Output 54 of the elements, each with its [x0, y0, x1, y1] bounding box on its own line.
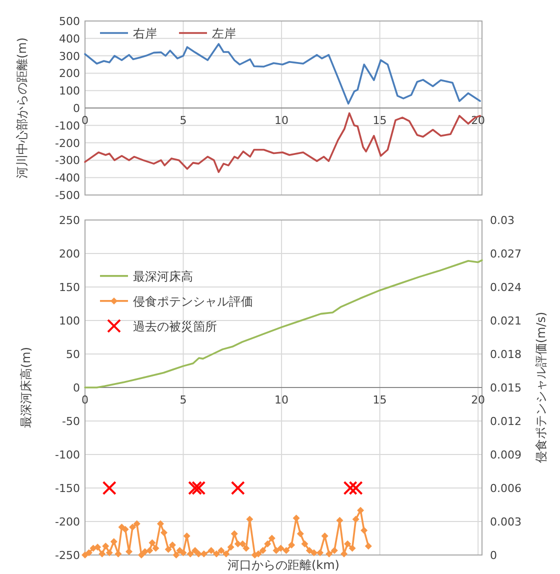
x-tick-label: 20 [471, 394, 486, 406]
y-tick-label: 100 [59, 314, 80, 328]
y2-tick-label: 0.018 [490, 348, 522, 361]
x-tick-label: 0 [82, 114, 88, 127]
y-tick-label: 0 [73, 102, 80, 115]
y-tick-label: -250 [55, 549, 80, 562]
y2-tick-label: 0.003 [490, 516, 522, 528]
legend-label: 右岸 [133, 26, 157, 40]
y-tick-label: -200 [55, 516, 80, 528]
y-tick-label: 150 [59, 281, 80, 294]
x-tick-label: 0 [82, 394, 88, 406]
y2-tick-label: 0.009 [490, 448, 522, 462]
y-tick-label: 200 [59, 248, 80, 260]
y2-tick-label: 0.024 [490, 281, 522, 294]
x-tick-label: 10 [274, 114, 289, 127]
y-tick-label: 400 [59, 32, 80, 46]
y-tick-label: -300 [55, 154, 80, 168]
y-tick-label: -150 [55, 482, 80, 495]
y2-tick-label: 0.03 [490, 214, 514, 227]
x-tick-label: 10 [274, 394, 289, 406]
y2-tick-label: 0 [490, 549, 497, 562]
y-tick-label: 500 [59, 15, 80, 28]
line-series [84, 259, 483, 388]
y-tick-label: 0 [73, 382, 80, 394]
y-tick-label: 100 [59, 84, 80, 98]
x-tick-label: 5 [180, 114, 187, 127]
y-tick-label: 50 [66, 348, 80, 361]
y-tick-label: 200 [59, 67, 80, 80]
legend-label: 侵食ポテンシャル評価 [133, 294, 253, 308]
y-tick-label: -200 [55, 136, 80, 150]
legend-label: 過去の被災箇所 [133, 319, 217, 334]
y-tick-label: -400 [55, 172, 80, 185]
y-tick-label: -50 [62, 415, 80, 428]
x-tick-label: 5 [180, 394, 187, 406]
x-tick-label: 15 [372, 114, 387, 127]
legend-label: 左岸 [212, 26, 236, 40]
y-tick-label: 300 [59, 50, 80, 63]
x-tick-label: 15 [372, 394, 387, 406]
y-tick-label: -100 [55, 119, 80, 132]
x-axis-title: 河口からの距離(km) [227, 558, 340, 572]
y2-axis-title: 侵食ポテンシャル評価(m/s) [534, 312, 548, 464]
y-axis-title: 最深河床高(m) [19, 346, 33, 428]
y2-tick-label: 0.021 [490, 314, 522, 328]
y-tick-label: -500 [55, 189, 80, 202]
legend-label: 最深河床高 [133, 269, 193, 284]
y-axis-title: 河川中心部からの距離(m) [15, 37, 29, 179]
y-tick-label: -100 [55, 448, 80, 462]
y-tick-label: 250 [59, 214, 80, 227]
line-series [84, 43, 481, 105]
x-tick-label: 20 [471, 114, 486, 127]
y2-tick-label: 0.006 [490, 482, 522, 495]
y2-tick-label: 0.015 [490, 382, 522, 394]
y2-tick-label: 0.027 [490, 248, 522, 260]
y2-tick-label: 0.012 [490, 415, 522, 428]
